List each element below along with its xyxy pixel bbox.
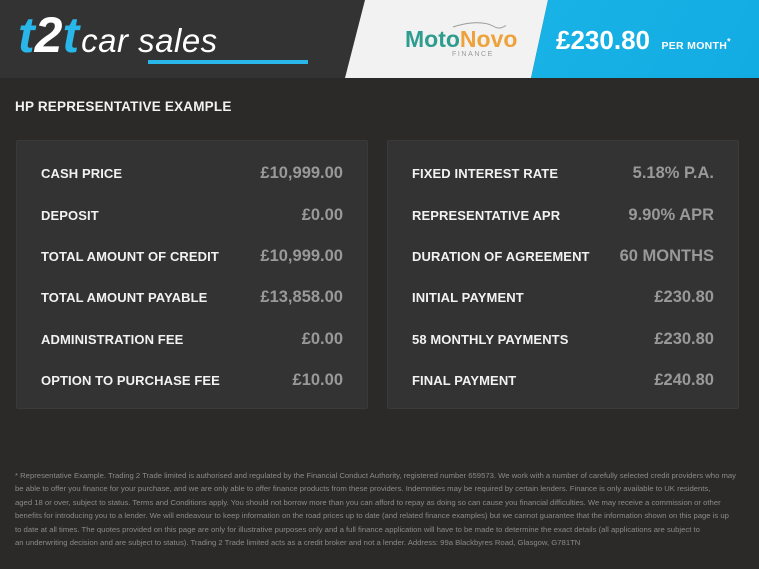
svg-text:MotoNovo: MotoNovo — [405, 26, 517, 52]
svg-text:FINANCE: FINANCE — [452, 51, 494, 58]
